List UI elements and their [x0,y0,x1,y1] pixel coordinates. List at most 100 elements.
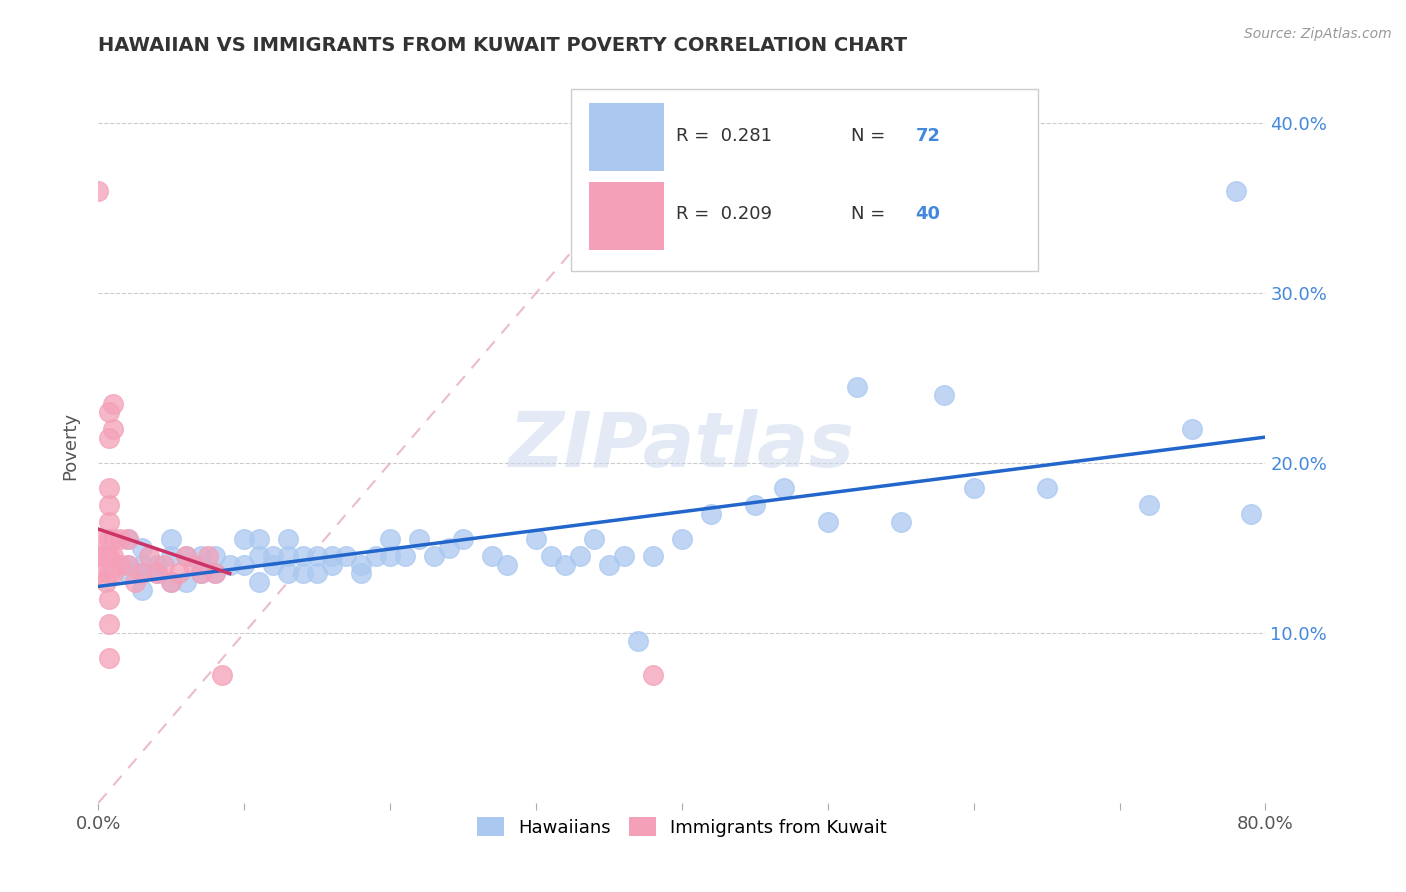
Point [700,507,723,521]
Point [110,533,132,547]
FancyBboxPatch shape [589,103,665,171]
Point [204,549,226,564]
Point [174,549,197,564]
Point [87,566,110,581]
Point [97,651,120,665]
Point [190,549,212,564]
Point [204,566,226,581]
Point [174,574,197,589]
Point [962,482,984,496]
Point [190,558,212,572]
Point [131,558,153,572]
Point [97,549,120,564]
Point [247,533,270,547]
Point [97,516,120,530]
Point [146,558,169,572]
Y-axis label: Poverty: Poverty [62,412,80,480]
Point [233,533,256,547]
Point [247,549,270,564]
Point [277,566,299,581]
Point [138,549,160,564]
Point [524,533,547,547]
Point [131,566,153,581]
Point [233,558,256,572]
Point [380,533,402,547]
Text: 40: 40 [915,205,941,223]
Point [934,388,956,402]
Point [167,566,190,581]
FancyBboxPatch shape [589,182,665,250]
Text: ZIPatlas: ZIPatlas [509,409,855,483]
Point [190,566,212,581]
Text: 72: 72 [915,127,941,145]
Point [174,549,197,564]
Point [641,668,664,682]
Point [101,549,124,564]
Point [97,405,120,419]
Text: N =: N = [851,205,891,223]
Point [97,533,120,547]
Point [146,566,169,581]
Point [1240,507,1263,521]
Point [204,566,226,581]
Point [1137,499,1160,513]
Point [364,549,387,564]
Text: Source: ZipAtlas.com: Source: ZipAtlas.com [1244,27,1392,41]
Point [101,566,124,581]
Text: R =  0.209: R = 0.209 [676,205,772,223]
Point [627,634,650,648]
Point [97,499,120,513]
Point [554,558,576,572]
Point [496,558,519,572]
Point [153,558,176,572]
Text: N =: N = [851,127,891,145]
Point [131,583,153,598]
Point [131,541,153,555]
Point [262,558,284,572]
Point [190,566,212,581]
Point [583,533,606,547]
Point [262,549,284,564]
Point [291,549,314,564]
Point [540,549,562,564]
Point [101,533,124,547]
Point [87,184,110,198]
Point [451,533,474,547]
Point [160,574,183,589]
FancyBboxPatch shape [571,89,1038,271]
Point [307,549,329,564]
Point [350,558,373,572]
Point [124,574,146,589]
Point [350,566,373,581]
Point [117,533,139,547]
Point [890,516,912,530]
Point [131,566,153,581]
Point [612,549,634,564]
Text: HAWAIIAN VS IMMIGRANTS FROM KUWAIT POVERTY CORRELATION CHART: HAWAIIAN VS IMMIGRANTS FROM KUWAIT POVER… [98,36,907,54]
Point [598,558,620,572]
Point [87,549,110,564]
Point [671,533,693,547]
Point [94,549,117,564]
Point [160,549,183,564]
Point [380,549,402,564]
Point [423,549,446,564]
Point [101,422,124,436]
Point [97,430,120,444]
Point [277,533,299,547]
Point [568,549,591,564]
Point [307,566,329,581]
Text: R =  0.281: R = 0.281 [676,127,772,145]
Point [641,549,664,564]
Point [181,558,204,572]
Point [117,558,139,572]
Point [87,533,110,547]
Point [1035,482,1057,496]
Point [97,566,120,581]
Point [117,558,139,572]
Point [1181,422,1204,436]
Point [394,549,416,564]
Point [110,558,132,572]
Point [481,549,503,564]
Legend: Hawaiians, Immigrants from Kuwait: Hawaiians, Immigrants from Kuwait [470,810,894,844]
